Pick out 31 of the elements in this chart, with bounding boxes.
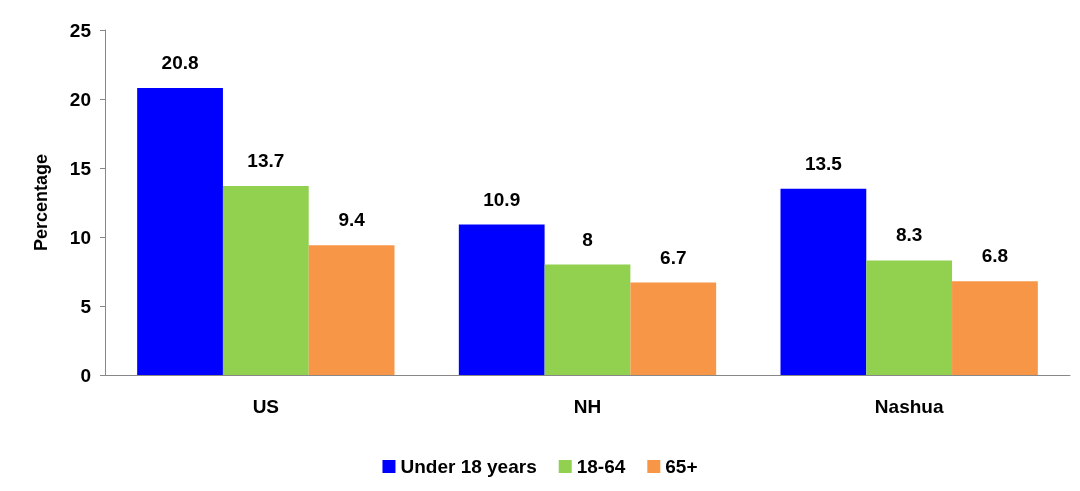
data-label: 6.7 xyxy=(660,246,687,268)
x-tick-label: Nashua xyxy=(874,396,944,417)
data-label: 13.7 xyxy=(247,149,285,171)
x-tick-label: NH xyxy=(573,396,602,417)
data-label: 20.8 xyxy=(161,51,199,73)
data-label: 10.9 xyxy=(483,188,521,210)
y-tick-label: 5 xyxy=(80,295,92,317)
bar xyxy=(308,245,395,375)
data-label: 8 xyxy=(582,228,593,250)
y-tick-label: 15 xyxy=(69,157,92,179)
legend-label: Under 18 years xyxy=(400,456,537,477)
legend-label: 65+ xyxy=(665,456,698,477)
data-label: 8.3 xyxy=(895,224,923,246)
y-tick-label: 25 xyxy=(69,19,92,41)
x-tick-label: US xyxy=(252,396,280,417)
bar xyxy=(458,224,545,375)
y-axis-title: Percentage xyxy=(31,153,51,252)
bar xyxy=(222,185,309,375)
y-tick-label: 10 xyxy=(69,226,91,248)
y-tick-label: 0 xyxy=(80,364,91,386)
bar xyxy=(866,260,953,375)
bar xyxy=(952,281,1038,375)
y-tick-label: 20 xyxy=(69,88,91,110)
data-label: 6.8 xyxy=(981,245,1009,267)
bar xyxy=(137,87,223,375)
data-label: 13.5 xyxy=(804,152,843,174)
data-label: 9.4 xyxy=(338,209,366,231)
legend-label: 18-64 xyxy=(576,456,626,477)
bar xyxy=(630,282,717,375)
bar xyxy=(544,264,631,375)
bar xyxy=(780,188,867,375)
